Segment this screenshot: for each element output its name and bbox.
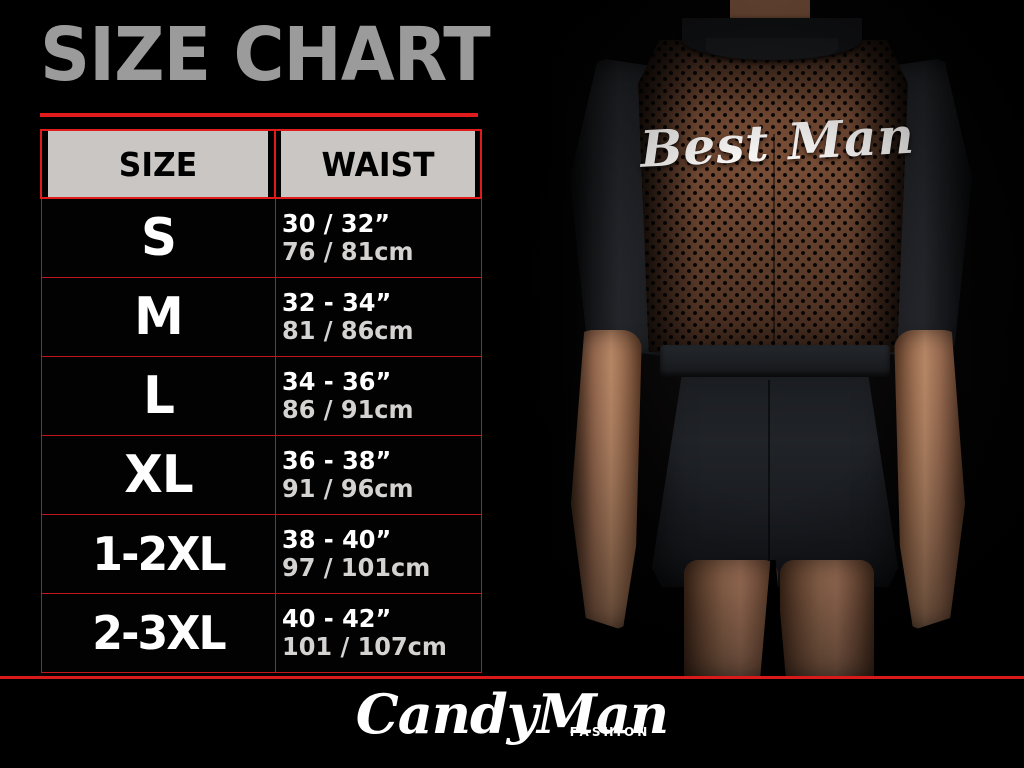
cell-size: XL bbox=[40, 435, 276, 515]
table-row: S 30 / 32” 76 / 81cm bbox=[40, 197, 482, 278]
page-title: SIZE CHART bbox=[40, 12, 491, 98]
skirt-waistband bbox=[660, 345, 890, 377]
footer: CandyMan FASHION bbox=[0, 679, 1024, 768]
product-photo: Best Man bbox=[512, 0, 1024, 676]
cell-waist: 32 - 34” 81 / 86cm bbox=[274, 277, 482, 357]
cell-waist: 30 / 32” 76 / 81cm bbox=[274, 197, 482, 278]
size-value: L bbox=[142, 366, 175, 426]
table-row: M 32 - 34” 81 / 86cm bbox=[40, 277, 482, 357]
waist-inches: 34 - 36” bbox=[281, 366, 391, 396]
table-row: 2-3XL 40 - 42” 101 / 107cm bbox=[40, 593, 482, 673]
size-value: 1-2XL bbox=[91, 527, 226, 581]
waist-centimeters: 81 / 86cm bbox=[281, 316, 414, 345]
waist-centimeters: 76 / 81cm bbox=[281, 237, 414, 266]
waist-centimeters: 91 / 96cm bbox=[281, 474, 414, 503]
footer-divider bbox=[0, 676, 1024, 679]
waist-centimeters: 86 / 91cm bbox=[281, 395, 414, 424]
column-header-waist: WAIST bbox=[279, 129, 477, 199]
waist-inches: 30 / 32” bbox=[281, 208, 390, 238]
mesh-back-panel bbox=[638, 40, 908, 352]
size-value: S bbox=[140, 208, 176, 268]
cell-size: 2-3XL bbox=[40, 593, 276, 673]
table-row: XL 36 - 38” 91 / 96cm bbox=[40, 435, 482, 515]
waist-centimeters: 97 / 101cm bbox=[281, 553, 430, 582]
size-chart-panel: SIZE CHART SIZE WAIST S 30 / 32” 76 / 81… bbox=[0, 0, 512, 676]
waist-inches: 36 - 38” bbox=[281, 445, 391, 475]
cell-size: S bbox=[40, 197, 276, 278]
column-header-size: SIZE bbox=[45, 129, 271, 199]
black-skirt bbox=[652, 345, 898, 587]
best-man-print: Best Man bbox=[638, 105, 917, 179]
skirt-center-seam bbox=[768, 380, 770, 576]
shirt-collar bbox=[682, 18, 862, 60]
cell-size: M bbox=[40, 277, 276, 357]
cell-waist: 36 - 38” 91 / 96cm bbox=[274, 435, 482, 515]
size-table-body: S 30 / 32” 76 / 81cm M 32 - 34” 81 / 86c… bbox=[40, 197, 482, 673]
cell-size: 1-2XL bbox=[40, 514, 276, 594]
waist-centimeters: 101 / 107cm bbox=[281, 632, 447, 661]
table-row: 1-2XL 38 - 40” 97 / 101cm bbox=[40, 514, 482, 594]
waist-inches: 32 - 34” bbox=[281, 287, 391, 317]
waist-inches: 38 - 40” bbox=[281, 524, 391, 554]
table-row: L 34 - 36” 86 / 91cm bbox=[40, 356, 482, 436]
cell-waist: 40 - 42” 101 / 107cm bbox=[274, 593, 482, 673]
model-leg-right bbox=[780, 560, 874, 676]
size-table-head: SIZE WAIST bbox=[41, 129, 481, 199]
table-header-row: SIZE WAIST bbox=[41, 129, 481, 199]
size-value: 2-3XL bbox=[91, 606, 226, 660]
size-table: SIZE WAIST S 30 / 32” 76 / 81cm M bbox=[40, 129, 482, 673]
title-underline bbox=[40, 113, 478, 117]
cell-waist: 38 - 40” 97 / 101cm bbox=[274, 514, 482, 594]
size-value: M bbox=[133, 287, 184, 347]
brand-logo: CandyMan bbox=[0, 687, 1024, 741]
brand-tagline: FASHION bbox=[569, 725, 651, 739]
size-value: XL bbox=[123, 445, 193, 505]
brand-name: CandyMan bbox=[355, 682, 669, 746]
cell-waist: 34 - 36” 86 / 91cm bbox=[274, 356, 482, 436]
waist-inches: 40 - 42” bbox=[281, 603, 391, 633]
cell-size: L bbox=[40, 356, 276, 436]
